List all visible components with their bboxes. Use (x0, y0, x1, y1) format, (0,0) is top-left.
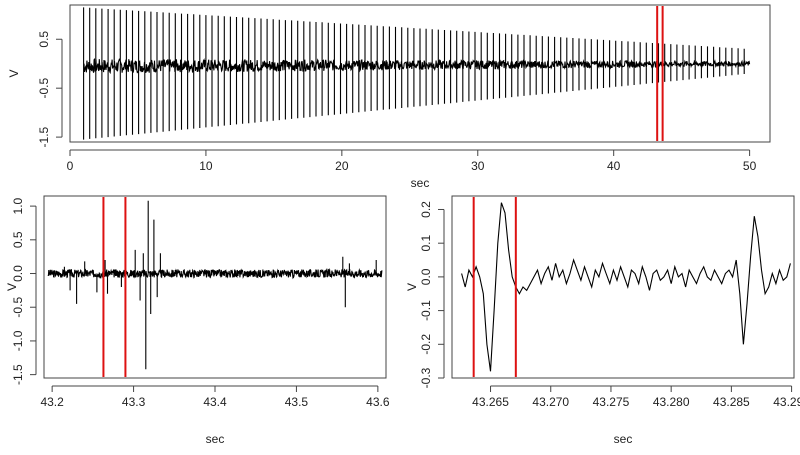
y-tick-label: 1.0 (11, 197, 25, 214)
chart-panel-1: 0 10 20 30 40 50 sec -1.5 -0.5 0.5 V (7, 4, 771, 190)
x-tick-label: 43.2 (40, 395, 64, 409)
x-tick-label: 0 (67, 159, 74, 173)
chart-panel-2: 43.2 43.3 43.4 43.5 43.6 sec -1.5 -1.0 -0.5 0.0 0.… (5, 195, 390, 446)
y-tick-label: 0.2 (419, 201, 433, 218)
x-tick-label: 30 (471, 159, 485, 173)
x-tick-label: 50 (743, 159, 757, 173)
signal-trace (461, 202, 791, 372)
y-tick-label: -1.5 (37, 126, 51, 147)
x-tick-label: 43.270 (532, 395, 569, 409)
y-tick-label: 0.0 (11, 265, 25, 282)
chart-panel-3: 43.265 43.270 43.275 43.280 43.285 43.290 sec -… (405, 195, 800, 446)
signal-trace (83, 7, 751, 140)
x-tick-label: 40 (607, 159, 621, 173)
signal-trace (47, 200, 383, 370)
y-axis-label: V (5, 283, 19, 291)
y-tick-label: -0.5 (37, 78, 51, 99)
y-tick-label: -1.5 (11, 364, 25, 385)
y-tick-label: -1.0 (11, 330, 25, 351)
y-tick-label: 0.0 (419, 268, 433, 285)
y-tick-label: -0.5 (11, 297, 25, 318)
x-tick-label: 43.3 (122, 395, 146, 409)
y-tick-label: -0.2 (419, 334, 433, 355)
plot-frame (69, 4, 771, 143)
y-tick-label: -0.3 (419, 367, 433, 388)
plot-frame (43, 195, 387, 379)
x-tick-label: 43.280 (653, 395, 690, 409)
y-axis-label: V (405, 283, 419, 291)
x-tick-label: 43.5 (285, 395, 309, 409)
plot-frame (451, 195, 795, 379)
x-axis-label: sec (411, 176, 430, 190)
y-tick-label: 0.5 (37, 31, 51, 48)
x-tick-label: 43.290 (773, 395, 800, 409)
x-tick-label: 43.265 (472, 395, 509, 409)
x-tick-label: 10 (199, 159, 213, 173)
x-tick-label: 43.6 (366, 395, 390, 409)
y-axis-label: V (7, 69, 21, 77)
x-axis-label: sec (206, 432, 225, 446)
y-tick-label: 0.5 (11, 231, 25, 248)
x-tick-label: 43.4 (203, 395, 227, 409)
y-tick-label: -0.1 (419, 300, 433, 321)
y-tick-label: 0.1 (419, 235, 433, 252)
x-tick-label: 20 (335, 159, 349, 173)
x-axis-label: sec (614, 432, 633, 446)
x-tick-label: 43.285 (713, 395, 750, 409)
x-tick-label: 43.275 (593, 395, 630, 409)
